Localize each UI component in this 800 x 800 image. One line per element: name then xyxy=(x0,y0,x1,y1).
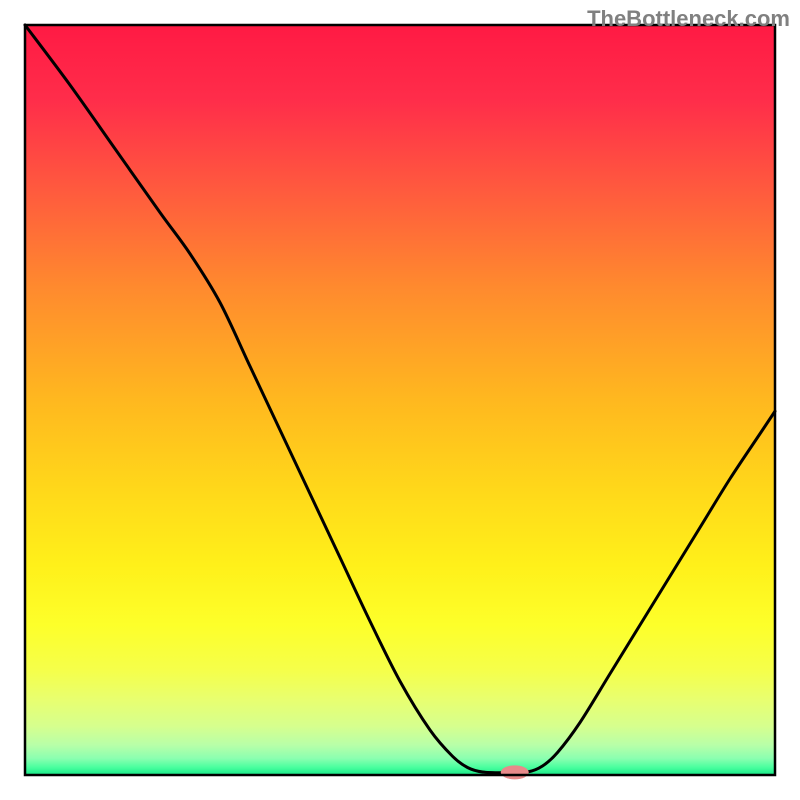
plot-background xyxy=(25,25,775,775)
optimal-point-marker xyxy=(501,765,529,779)
watermark-text: TheBottleneck.com xyxy=(587,6,790,32)
bottleneck-chart: TheBottleneck.com xyxy=(0,0,800,800)
chart-svg xyxy=(0,0,800,800)
